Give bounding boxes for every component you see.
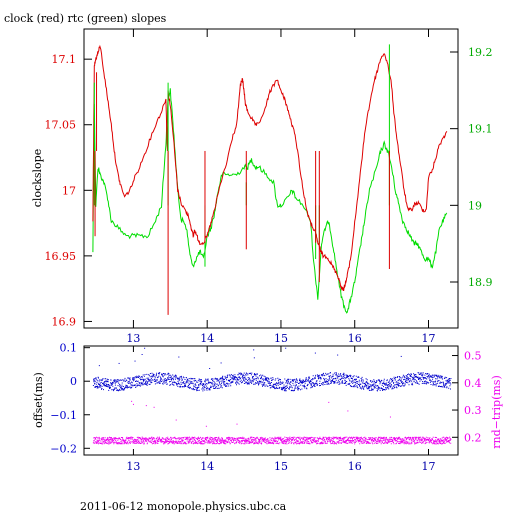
rndtrip-outlier bbox=[131, 400, 133, 402]
top-xtick-label: 16 bbox=[348, 332, 362, 345]
top-ytick-label: 17.1 bbox=[52, 53, 77, 66]
top-y2tick-label: 19 bbox=[468, 199, 482, 212]
offset-outlier bbox=[209, 367, 211, 369]
bottom-ylabel: offset(ms) bbox=[32, 372, 45, 428]
bottom-y2tick-label: 0.5 bbox=[464, 350, 482, 363]
bottom-xtick-label: 17 bbox=[421, 460, 435, 473]
bottom-panel: 13 14 15 16 17 −0.2 −0.1 0 0.1 0.2 0.3 0.4 0.5 offse… bbox=[32, 342, 503, 473]
top-ytick-label: 16.95 bbox=[45, 250, 77, 263]
bottom-plot-frame bbox=[83, 345, 459, 456]
rndtrip-points bbox=[92, 436, 452, 445]
offset-outlier bbox=[118, 362, 120, 364]
top-ytick-label: 17 bbox=[62, 184, 76, 197]
bottom-ytick-label: −0.2 bbox=[50, 442, 77, 455]
bottom-xtick-label: 13 bbox=[126, 460, 140, 473]
rndtrip-outlier bbox=[145, 405, 147, 407]
offset-outlier bbox=[253, 357, 255, 359]
top-y2tick-label: 19.2 bbox=[468, 46, 493, 59]
clock-slope-line bbox=[92, 44, 448, 292]
footer-label: 2011-06-12 monopole.physics.ubc.ca bbox=[80, 500, 287, 512]
rndtrip-outlier bbox=[347, 410, 349, 412]
offset-outlier bbox=[141, 354, 143, 356]
top-ylabel: clockslope bbox=[31, 149, 44, 207]
bottom-y2tick-label: 0.3 bbox=[464, 404, 482, 417]
top-xtick-label: 14 bbox=[200, 332, 214, 345]
rndtrip-outlier bbox=[328, 401, 330, 403]
top-panel: 13 14 15 16 17 16.9 16.95 17 17.05 17.1 18.9 19 19.1… bbox=[31, 28, 493, 345]
offset-outlier bbox=[337, 354, 339, 356]
bottom-ytick-label: −0.1 bbox=[50, 409, 77, 422]
rndtrip-outlier bbox=[132, 403, 134, 405]
offset-outlier bbox=[253, 349, 255, 351]
chart-title: clock (red) rtc (green) slopes bbox=[4, 12, 167, 25]
top-ytick-label: 17.05 bbox=[45, 119, 77, 132]
bottom-y2tick-label: 0.2 bbox=[464, 431, 482, 444]
top-xtick-label: 17 bbox=[421, 332, 435, 345]
offset-outlier bbox=[144, 347, 146, 349]
top-plot-frame bbox=[83, 28, 459, 329]
top-ytick-label: 16.9 bbox=[52, 315, 77, 328]
rtc-slope-line bbox=[92, 88, 448, 314]
bottom-xtick-label: 15 bbox=[274, 460, 288, 473]
bottom-ytick-label: 0 bbox=[70, 375, 77, 388]
offset-outlier bbox=[400, 355, 402, 357]
offset-outlier bbox=[285, 347, 287, 349]
rndtrip-outlier bbox=[205, 425, 207, 427]
rndtrip-outlier bbox=[175, 419, 177, 421]
top-y2tick-label: 19.1 bbox=[468, 123, 493, 136]
bottom-y2label: rnd−trip(ms) bbox=[490, 375, 503, 449]
bottom-xtick-label: 16 bbox=[348, 460, 362, 473]
rndtrip-outlier bbox=[389, 416, 391, 418]
offset-points bbox=[92, 372, 452, 392]
bottom-ytick-label: 0.1 bbox=[60, 342, 78, 355]
bottom-xtick-label: 14 bbox=[200, 460, 214, 473]
offset-outlier bbox=[314, 352, 316, 354]
top-y2tick-label: 18.9 bbox=[468, 276, 493, 289]
bottom-y2tick-label: 0.4 bbox=[464, 377, 482, 390]
offset-outlier bbox=[98, 365, 100, 367]
offset-outlier bbox=[134, 360, 136, 362]
offset-outlier bbox=[178, 356, 180, 358]
rndtrip-outlier bbox=[153, 406, 155, 408]
top-xtick-label: 13 bbox=[126, 332, 140, 345]
rndtrip-outlier bbox=[236, 423, 238, 425]
top-xtick-label: 15 bbox=[274, 332, 288, 345]
offset-outlier bbox=[220, 362, 222, 364]
